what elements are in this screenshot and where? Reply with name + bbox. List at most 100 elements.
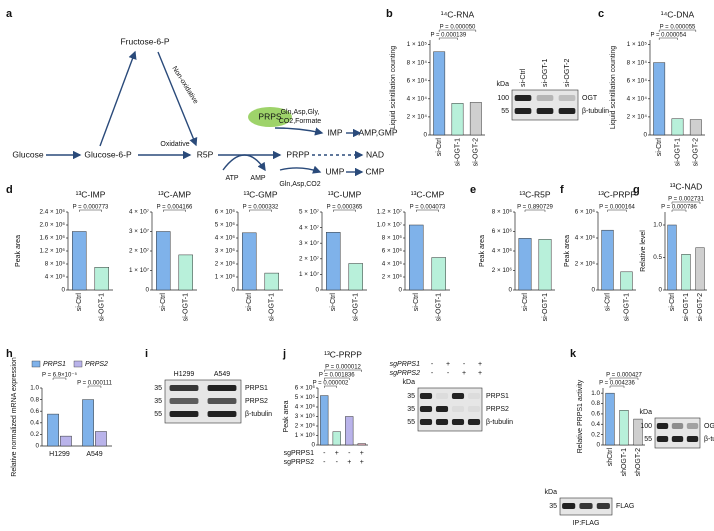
p-value: P = 0.002731: [668, 197, 704, 203]
edge-label: Non-oxidative: [170, 65, 199, 105]
y-tick-label: 0: [423, 132, 427, 139]
y-tick-label: 4 × 10⁷: [129, 209, 150, 216]
bar: [326, 232, 341, 291]
y-tick-label: 1 × 10⁶: [215, 274, 236, 281]
band: [514, 108, 532, 114]
row-sign: +: [462, 370, 466, 377]
bar: [264, 272, 279, 291]
p-value: P = 0.000427: [606, 373, 642, 379]
row-sign: +: [335, 450, 339, 457]
panel-letter: a: [6, 8, 13, 20]
p-value: P = 0.000786: [661, 205, 697, 211]
bar: [178, 254, 193, 291]
y-tick-label: 1.6 × 10⁶: [39, 235, 65, 242]
node: PRPP: [286, 149, 309, 159]
node: IMP: [327, 127, 342, 137]
x-tick-label: shCtrl: [607, 448, 614, 467]
y-tick-label: 1 × 10⁷: [299, 271, 320, 278]
y-tick-label: 2 × 10⁶: [382, 274, 403, 281]
y-tick-label: 3 × 10⁷: [299, 240, 320, 247]
x-tick-label: si-OGT-2: [473, 138, 480, 166]
p-value: P = 0.890729: [517, 205, 553, 211]
bar: [242, 232, 257, 291]
lane-label: H1299: [174, 371, 195, 378]
bar: [633, 418, 643, 446]
input: Gln,Asp,Gly,: [281, 109, 320, 116]
y-tick-label: 4 × 10⁶: [382, 261, 403, 268]
y-tick-label: 0.6: [30, 408, 39, 415]
row-sign: -: [431, 361, 434, 368]
marker-label: 55: [407, 419, 415, 426]
bar: [601, 229, 614, 291]
y-tick-label: 4 × 10⁵: [45, 274, 66, 281]
y-tick-label: 1 × 10⁵: [627, 41, 648, 48]
bar: [605, 392, 615, 446]
y-tick-label: 2 × 10⁶: [295, 423, 316, 430]
y-tick-label: 3 × 10⁶: [215, 248, 236, 255]
p-value: P = 0.000111: [77, 381, 113, 387]
band: [419, 406, 433, 412]
marker-label: 100: [497, 95, 509, 102]
input: CO2,Formate: [279, 118, 322, 125]
band: [558, 95, 576, 101]
lane-label: si-OGT-2: [564, 59, 571, 87]
y-axis-title: Peak area: [479, 235, 486, 267]
bar: [409, 224, 424, 291]
chart-title: ¹³C-UMP: [328, 189, 362, 199]
row-sign: +: [347, 459, 351, 466]
p-bracket: [438, 29, 477, 32]
p-bracket: [52, 377, 67, 380]
p-value: P = 0.000139: [430, 33, 466, 39]
input: Gln,Asp,CO2: [279, 181, 320, 188]
p-bracket: [607, 209, 627, 212]
p-value: P = 0.001836: [319, 373, 355, 379]
row-sign: -: [431, 370, 434, 377]
enzyme: [248, 107, 292, 127]
band: [451, 419, 465, 425]
p-bracket: [163, 209, 186, 212]
y-tick-label: 1 × 10⁶: [295, 432, 316, 439]
kda-label: kDa: [640, 409, 653, 416]
y-tick-label: 0.4: [591, 421, 600, 428]
bar: [156, 231, 171, 291]
band: [207, 385, 237, 391]
y-tick-label: 0.8: [30, 396, 39, 403]
protein-label: β-tubulin: [582, 108, 609, 115]
bar: [671, 118, 684, 136]
arrows: [46, 50, 364, 177]
y-tick-label: 0.2: [30, 431, 39, 438]
bar: [345, 416, 354, 446]
y-tick-label: 4 × 10⁶: [215, 235, 236, 242]
y-tick-label: 0: [398, 287, 402, 294]
chart-title: ¹⁴C-RNA: [441, 9, 475, 19]
p-value: P = 0.000055: [660, 25, 696, 31]
bar: [538, 239, 552, 291]
bar: [94, 267, 109, 291]
x-tick-label: A549: [86, 451, 102, 458]
y-tick-label: 0.4: [30, 419, 39, 426]
chart-title: ¹⁴C-DNA: [661, 9, 695, 19]
y-tick-label: 4 × 10⁶: [492, 248, 513, 255]
protein-label: β-tubulin: [486, 419, 513, 426]
p-value: P = 0.000332: [243, 205, 279, 211]
p-value: P = 0.000054: [650, 33, 686, 39]
marker-label: 100: [640, 423, 652, 430]
chart-title: ¹³C-CMP: [411, 189, 445, 199]
y-tick-label: 0.5: [653, 254, 662, 261]
p-bracket: [658, 29, 697, 32]
marker-label: 35: [407, 406, 415, 413]
p-value: P = 0.004073: [410, 205, 446, 211]
protein-label: FLAG: [616, 503, 634, 510]
x-tick-label: si-OGT-1: [454, 138, 461, 166]
band: [467, 406, 481, 412]
y-tick-label: 2 × 10⁶: [575, 261, 596, 268]
x-tick-label: si-Ctrl: [160, 293, 167, 312]
y-tick-label: 1.0: [653, 222, 662, 229]
kda-label: kDa: [545, 489, 558, 496]
y-tick-label: 2 × 10⁶: [492, 267, 513, 274]
node: CMP: [366, 166, 385, 176]
bar: [60, 435, 72, 447]
panel-letter: e: [470, 184, 476, 196]
p-value: P = 0.000050: [440, 25, 476, 31]
band: [596, 503, 610, 509]
